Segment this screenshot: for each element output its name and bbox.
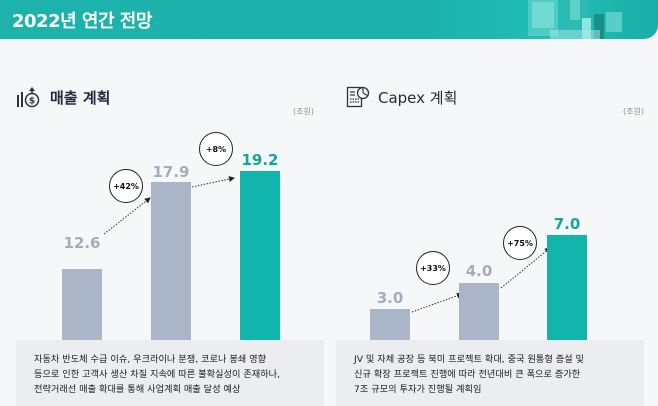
growth-arrows: [103, 176, 235, 235]
svg-text:$: $: [29, 97, 35, 107]
growth-badge: +42%: [109, 169, 143, 203]
capex-plan-title: Capex 계획: [346, 86, 457, 108]
capex-plan-panel: Capex 계획 (조원) 3.0 20 4.0 21 7.0 22 +33% …: [336, 56, 654, 406]
money-bag-growth-icon: $: [17, 87, 40, 108]
revenue-bar-chart: 12.6 20 17.9 21 19.2 22 +42% +8%: [24, 126, 306, 388]
bar-value-label: 3.0: [376, 289, 404, 307]
revenue-plan-label: 매출 계획: [50, 88, 111, 107]
description-line: 자동차 반도체 수급 이슈, 우크라이나 분쟁, 코로나 봉쇄 영향: [34, 354, 267, 365]
revenue-description: 자동차 반도체 수급 이슈, 우크라이나 분쟁, 코로나 봉쇄 영향 등으로 인…: [16, 340, 324, 406]
growth-badge: +75%: [503, 226, 537, 260]
bar-value-label: 4.0: [465, 262, 493, 280]
bar-value-label: 12.6: [63, 234, 101, 252]
growth-badge: +33%: [416, 251, 450, 285]
bar-value-label: 7.0: [553, 215, 581, 233]
report-pie-chart-icon: [346, 86, 370, 108]
description-line: 전략거래선 매출 확대를 통해 사업계획 매출 달성 예상: [34, 384, 241, 395]
bar-2021: [151, 182, 191, 371]
description-line: 등으로 인한 고객사 생산 차질 지속에 따른 불확실성이 존재하나,: [34, 369, 281, 380]
revenue-plan-title: $ 매출 계획: [16, 86, 110, 108]
revenue-plan-panel: $ 매출 계획 (조원) 12.6 20 17.9 21 19.2 22 +42…: [6, 56, 324, 406]
bar-value-label: 19.2: [241, 151, 279, 169]
capex-plan-label: Capex 계획: [378, 88, 458, 107]
capex-bar-chart: 3.0 20 4.0 21 7.0 22 +33% +75%: [354, 126, 636, 388]
description-line: JV 및 자체 공장 등 북미 프로젝트 확대, 중국 원통형 증설 및: [354, 354, 584, 365]
unit-label: (조원): [623, 107, 644, 116]
header-banner: 2022년 연간 전망: [0, 0, 658, 39]
description-line: 7조 규모의 투자가 진행될 계획임: [354, 384, 482, 395]
description-line: 신규 확장 프로젝트 진행에 따라 전년대비 큰 폭으로 증가한: [354, 369, 581, 380]
bar-2022: [240, 171, 280, 371]
factory-illustration-icon: [528, 0, 622, 39]
capex-description: JV 및 자체 공장 등 북미 프로젝트 확대, 중국 원통형 증설 및 신규 …: [336, 340, 644, 406]
page-title: 2022년 연간 전망: [12, 11, 152, 32]
bar-value-label: 17.9: [152, 163, 190, 181]
growth-badge: +8%: [199, 132, 233, 166]
unit-label: (조원): [293, 107, 314, 116]
